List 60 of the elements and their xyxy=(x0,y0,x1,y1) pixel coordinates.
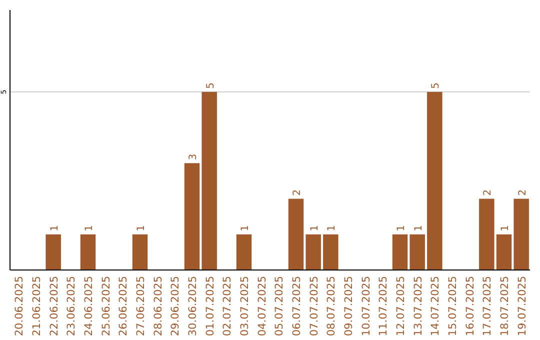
bar xyxy=(288,198,304,270)
x-tick-label: 21.06.2025 xyxy=(31,276,43,336)
x-tick-label: 10.07.2025 xyxy=(360,276,372,336)
bar xyxy=(392,234,408,270)
x-tick-label: 14.07.2025 xyxy=(430,276,442,336)
x-tick-label: 05.07.2025 xyxy=(274,276,286,336)
data-label: 1 xyxy=(136,225,147,232)
x-tick-label: 06.07.2025 xyxy=(291,276,303,336)
x-tick-label: 03.07.2025 xyxy=(239,276,251,336)
x-tick-label: 13.07.2025 xyxy=(412,276,424,336)
x-tick-label: 28.06.2025 xyxy=(152,276,164,336)
x-tick-label: 25.06.2025 xyxy=(100,276,112,336)
x-tick-label: 24.06.2025 xyxy=(83,276,95,336)
x-tick-label: 29.06.2025 xyxy=(170,276,182,336)
bar xyxy=(496,234,512,270)
bar xyxy=(479,198,494,270)
x-tick-label: 30.06.2025 xyxy=(187,276,199,336)
x-tick-label: 18.07.2025 xyxy=(499,276,511,336)
x-tick-label: 07.07.2025 xyxy=(308,276,320,336)
x-tick-label: 23.06.2025 xyxy=(66,276,78,336)
x-tick-label: 17.07.2025 xyxy=(482,276,494,336)
x-tick-label: 02.07.2025 xyxy=(222,276,234,336)
data-label: 5 xyxy=(205,82,216,89)
bar xyxy=(323,234,338,270)
x-tick-label: 19.07.2025 xyxy=(516,276,528,336)
bar xyxy=(410,234,425,270)
x-tick-label: 26.06.2025 xyxy=(118,276,130,336)
bar xyxy=(427,92,442,270)
data-label: 2 xyxy=(292,189,303,196)
bar xyxy=(80,234,96,270)
data-label: 1 xyxy=(326,225,338,232)
x-tick-label: 16.07.2025 xyxy=(464,276,476,336)
bar xyxy=(184,163,200,270)
bar xyxy=(202,92,217,270)
bar xyxy=(46,234,61,270)
x-tick-label: 08.07.2025 xyxy=(326,276,338,336)
bar xyxy=(514,198,529,270)
x-tick-label: 11.07.2025 xyxy=(378,276,390,336)
data-label: 1 xyxy=(396,225,407,232)
x-tick-label: 27.06.2025 xyxy=(135,276,147,336)
data-label: 5 xyxy=(430,82,442,89)
bar xyxy=(306,234,321,270)
data-label: 3 xyxy=(188,154,199,160)
data-label: 2 xyxy=(482,189,494,196)
data-label: 1 xyxy=(84,225,95,232)
data-label: 1 xyxy=(240,225,251,232)
data-label: 1 xyxy=(309,225,320,232)
data-label: 2 xyxy=(517,189,528,196)
data-label: 1 xyxy=(413,225,424,232)
x-tick-label: 01.07.2025 xyxy=(204,276,216,336)
x-tick-label: 22.06.2025 xyxy=(48,276,60,336)
x-tick-label: 09.07.2025 xyxy=(343,276,355,336)
bar xyxy=(236,234,252,270)
x-tick-label: 04.07.2025 xyxy=(256,276,268,336)
x-tick-label: 12.07.2025 xyxy=(395,276,407,336)
data-label: 1 xyxy=(500,225,511,232)
x-tick-label: 15.07.2025 xyxy=(447,276,459,336)
bar xyxy=(132,234,148,270)
x-tick-label: 20.06.2025 xyxy=(14,276,26,336)
data-label: 1 xyxy=(49,225,60,232)
